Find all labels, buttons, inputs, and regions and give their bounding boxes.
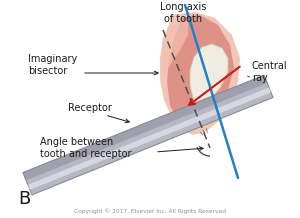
Polygon shape <box>28 87 271 190</box>
Text: Angle between
tooth and receptor: Angle between tooth and receptor <box>40 137 131 159</box>
Polygon shape <box>162 20 188 80</box>
Text: Copyright © 2017, Elsevier Inc. All Rights Reserved: Copyright © 2017, Elsevier Inc. All Righ… <box>74 208 226 214</box>
Polygon shape <box>160 12 240 135</box>
Polygon shape <box>23 75 273 195</box>
Polygon shape <box>190 44 228 108</box>
Text: B: B <box>18 190 30 208</box>
Text: Imaginary
bisector: Imaginary bisector <box>28 54 77 76</box>
Polygon shape <box>167 15 234 128</box>
Text: Receptor: Receptor <box>68 103 112 113</box>
Text: Long axis
of tooth: Long axis of tooth <box>160 2 206 24</box>
Polygon shape <box>23 75 267 180</box>
Text: Central
ray: Central ray <box>252 61 288 83</box>
